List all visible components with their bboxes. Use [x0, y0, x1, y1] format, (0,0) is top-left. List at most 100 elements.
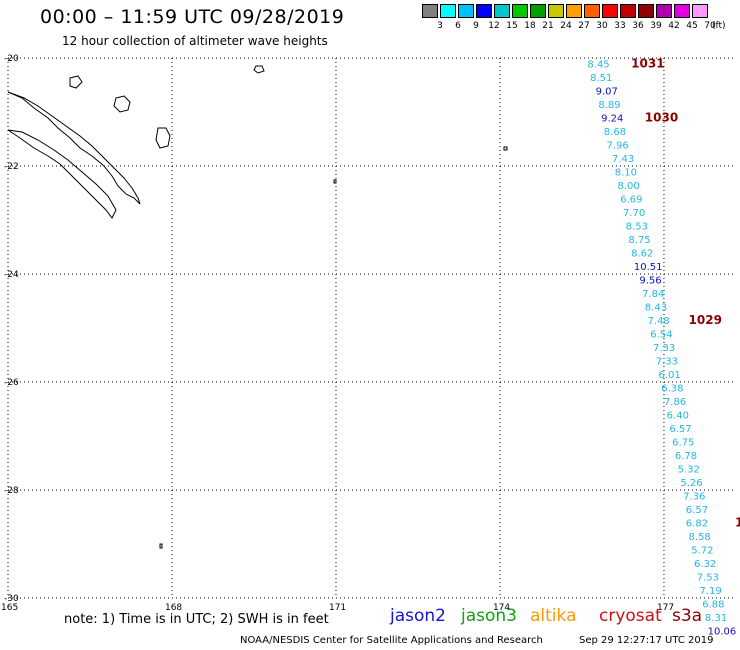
new-caledonia-outline — [7, 91, 141, 205]
swh-label: 9.07 — [596, 86, 618, 97]
swh-label: 10.06 — [708, 626, 737, 637]
colorbar-swatch — [656, 4, 672, 18]
lat-tick-label: -22 — [4, 162, 19, 172]
colorbar-swatch — [620, 4, 636, 18]
swh-label: 6.75 — [672, 437, 694, 448]
swh-label: 6.78 — [675, 451, 697, 462]
pressure-label: 1029 — [689, 313, 722, 327]
colorbar-swatch — [458, 4, 474, 18]
swh-label: 7.48 — [648, 316, 670, 327]
lon-tick-label: 165 — [1, 603, 18, 613]
island-small-4 — [333, 179, 337, 184]
lat-tick-label: -24 — [4, 270, 19, 280]
colorbar-label: 36 — [632, 21, 644, 31]
island-north — [253, 65, 265, 74]
loyalty-island-2 — [155, 127, 171, 149]
legend-jason3: jason3 — [461, 606, 517, 626]
island-small-2 — [159, 543, 163, 549]
lat-tick-label: -20 — [4, 54, 19, 64]
pressure-label: 1030 — [645, 110, 678, 124]
colorbar-swatch — [638, 4, 654, 18]
colorbar-label: 9 — [473, 21, 479, 31]
swh-label: 8.89 — [598, 100, 620, 111]
swh-label: 7.33 — [653, 343, 675, 354]
coastline — [7, 65, 508, 549]
swh-label: 10.51 — [634, 262, 663, 273]
colorbar-swatch — [494, 4, 510, 18]
colorbar-label: 27 — [578, 21, 590, 31]
legend-altika: altika — [530, 606, 577, 626]
colorbar-label: 39 — [650, 21, 662, 31]
colorbar-label: 33 — [614, 21, 626, 31]
colorbar-label: 24 — [560, 21, 572, 31]
colorbar-swatch — [476, 4, 492, 18]
lon-tick-label: 177 — [657, 603, 674, 613]
colorbar-swatch — [602, 4, 618, 18]
swh-label: 6.57 — [686, 505, 708, 516]
swh-label: 6.38 — [661, 383, 683, 394]
pressure-label: 1031 — [631, 56, 664, 70]
colorbar-label: 6 — [455, 21, 461, 31]
swh-label: 7.86 — [664, 397, 686, 408]
swh-label: 7.96 — [607, 140, 629, 151]
swh-label: 7.43 — [612, 154, 634, 165]
swh-label: 8.31 — [705, 613, 727, 624]
swh-label: 8.45 — [587, 59, 609, 70]
swh-label: 5.72 — [691, 545, 713, 556]
colorbar-swatch — [440, 4, 456, 18]
colorbar-swatch — [530, 4, 546, 18]
lat-tick-label: -26 — [4, 378, 19, 388]
swh-label: 7.33 — [656, 356, 678, 367]
credit-text: NOAA/NESDIS Center for Satellite Applica… — [240, 635, 543, 646]
colorbar-label: 42 — [668, 21, 680, 31]
swh-label: 6.54 — [650, 329, 672, 340]
altimeter-track: 8.45 8.51 9.07 8.89 9.24 8.68 7.96 7.43 8.10 8.00… — [587, 59, 736, 637]
swh-label: 8.43 — [645, 302, 667, 313]
footnote: note: 1) Time is in UTC; 2) SWH is in fe… — [64, 612, 329, 627]
swh-label: 6.40 — [667, 410, 689, 421]
colorbar-swatch — [548, 4, 564, 18]
legend-cryosat: cryosat — [599, 606, 662, 626]
map-title: 00:00 – 11:59 UTC 09/28/2019 — [40, 6, 345, 28]
swh-label: 6.82 — [686, 518, 708, 529]
swh-label: 7.19 — [699, 586, 721, 597]
swh-label: 9.56 — [639, 275, 661, 286]
swh-label: 6.57 — [669, 424, 691, 435]
swh-label: 7.84 — [642, 289, 664, 300]
map-subtitle: 12 hour collection of altimeter wave hei… — [62, 34, 328, 48]
colorbar-swatch — [584, 4, 600, 18]
swh-label: 8.75 — [628, 235, 650, 246]
swh-label: 8.68 — [604, 127, 626, 138]
swh-label: 7.53 — [697, 572, 719, 583]
swh-label: 6.01 — [658, 370, 680, 381]
legend-s3a: s3a — [672, 606, 703, 626]
swh-label: 8.51 — [590, 73, 612, 84]
lon-tick-label: 174 — [493, 603, 510, 613]
colorbar-swatch — [674, 4, 690, 18]
colorbar-label: 70 — [704, 21, 716, 31]
legend-jason2: jason2 — [390, 606, 446, 626]
loyalty-island — [113, 95, 131, 113]
lat-tick-label: -30 — [4, 594, 19, 604]
swh-label: 5.26 — [680, 478, 702, 489]
swh-label: 6.88 — [702, 599, 724, 610]
swh-label: 8.00 — [617, 181, 639, 192]
pressure-labels: 1031 1030 1029 1028 — [631, 56, 740, 529]
lon-tick-label: 168 — [165, 603, 182, 613]
colorbar-label: 18 — [524, 21, 536, 31]
pressure-label: 1028 — [735, 515, 740, 529]
new-caledonia-south — [7, 129, 117, 219]
colorbar-label: 21 — [542, 21, 554, 31]
swh-label: 8.53 — [626, 221, 648, 232]
colorbar-swatch — [566, 4, 582, 18]
swh-label: 8.62 — [631, 248, 653, 259]
colorbar-label: 15 — [506, 21, 518, 31]
lat-lon-grid — [7, 57, 735, 599]
colorbar-label: 3 — [437, 21, 443, 31]
swh-label: 9.24 — [601, 113, 623, 124]
island-small-3 — [503, 146, 508, 151]
swh-label: 6.69 — [620, 194, 642, 205]
colorbar-swatch — [422, 4, 438, 18]
